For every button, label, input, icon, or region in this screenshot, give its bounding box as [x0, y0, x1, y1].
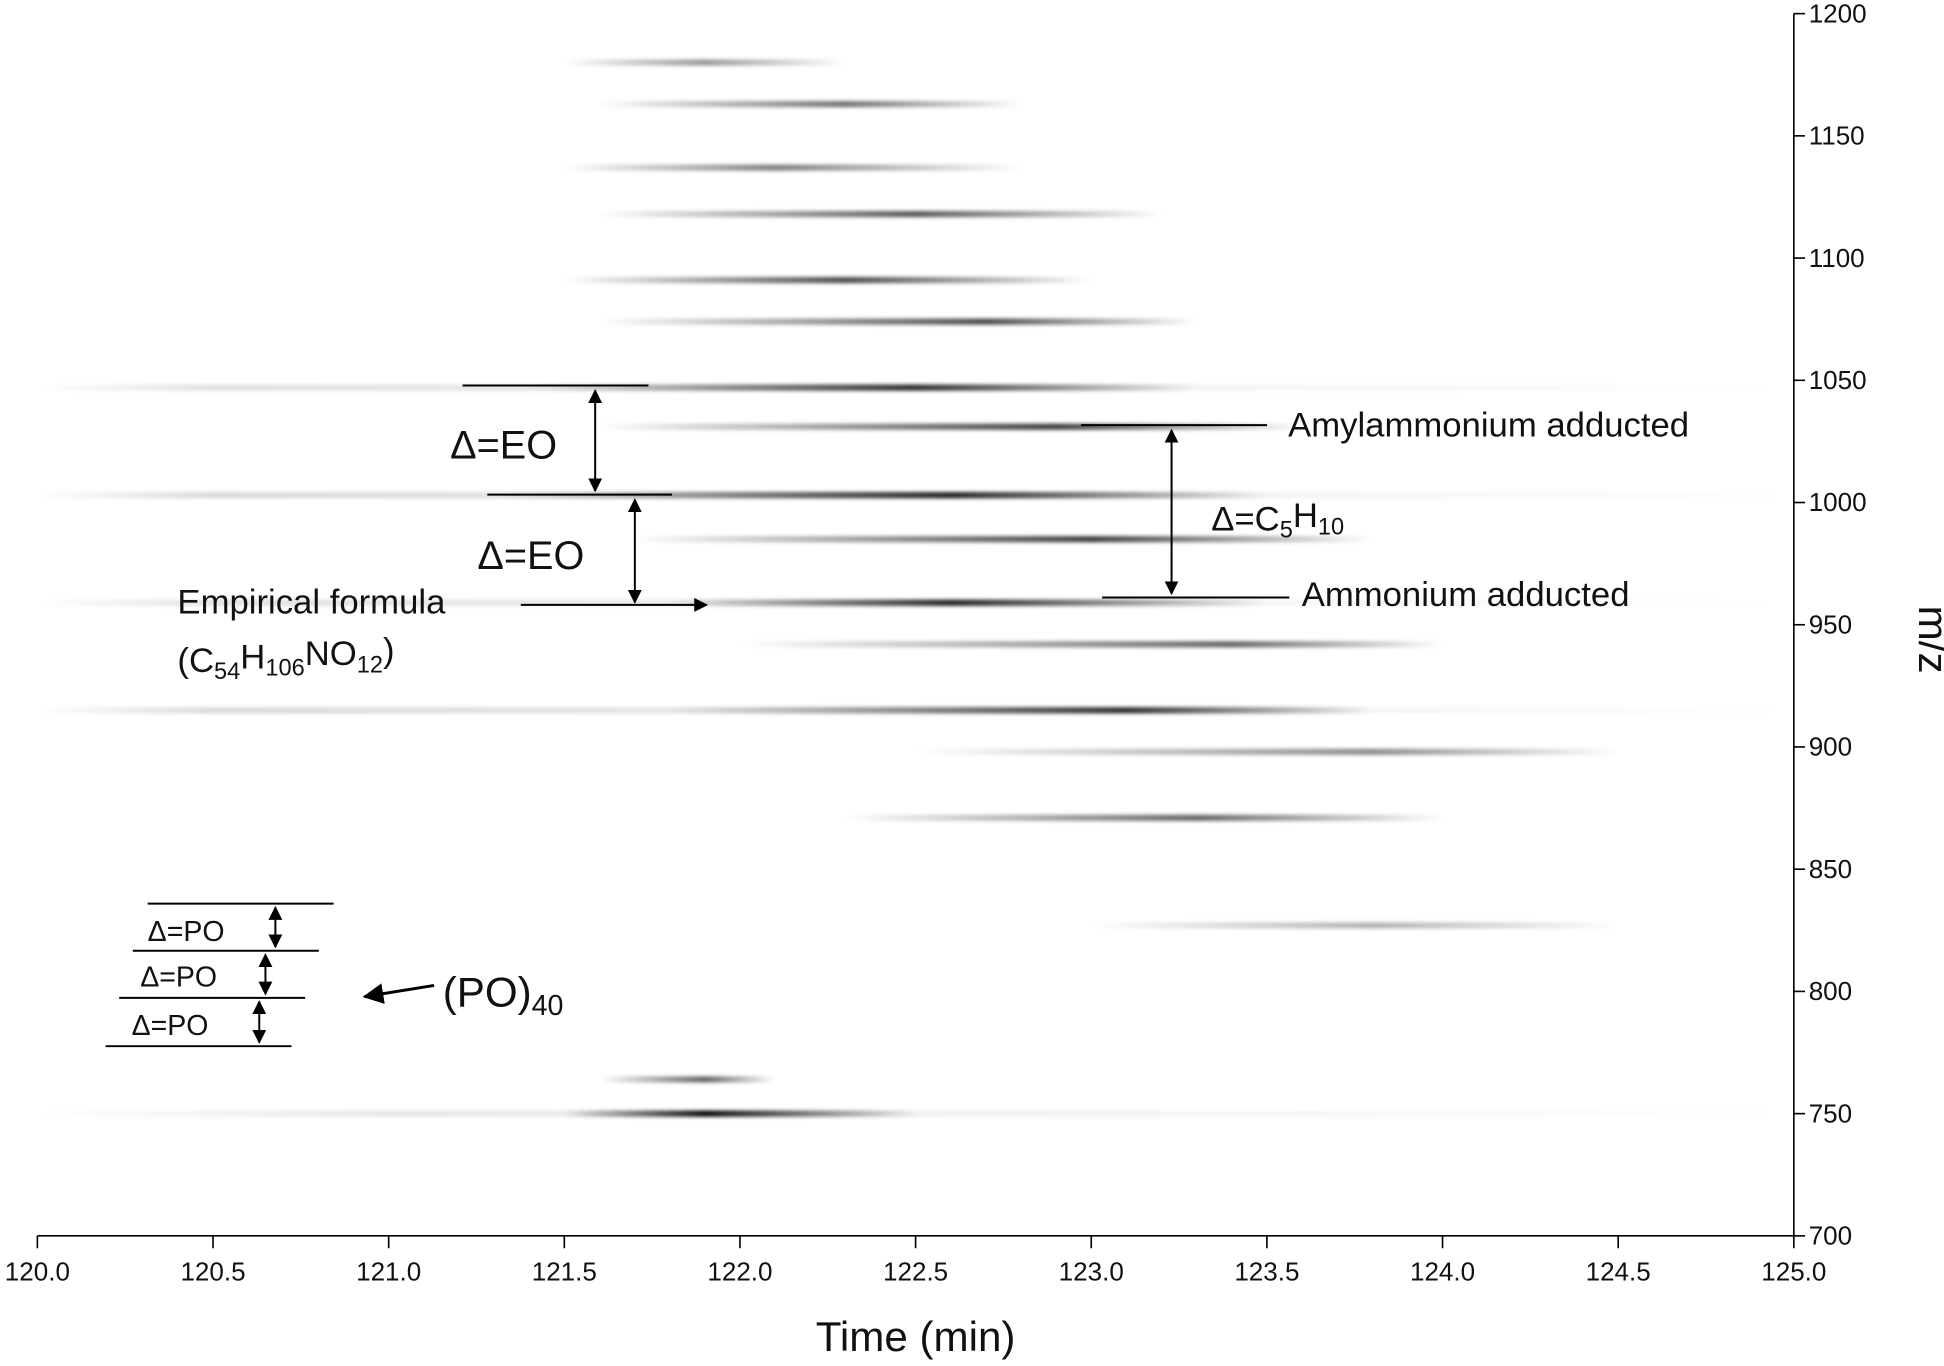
x-tick-label: 122.0: [707, 1256, 772, 1286]
streak: [37, 599, 1794, 606]
streak: [564, 59, 846, 66]
streak: [599, 100, 1021, 108]
x-tick-label: 124.0: [1410, 1256, 1475, 1286]
subscript: 40: [532, 990, 564, 1022]
text-segment: NO: [305, 635, 357, 673]
streak: [564, 164, 1021, 171]
streak: [1091, 922, 1619, 929]
annotation: (C54H106NO12): [177, 632, 394, 685]
x-tick-label: 125.0: [1761, 1256, 1826, 1286]
y-axis-title: m/z: [1910, 606, 1944, 674]
text-segment: Δ=C: [1211, 501, 1279, 539]
subscript: 5: [1280, 518, 1293, 544]
streak: [37, 492, 1794, 499]
y-tick-label: 1150: [1809, 121, 1865, 151]
streak: [37, 384, 1794, 391]
text-segment: H: [1293, 497, 1318, 535]
x-tick-label: 122.5: [883, 1256, 948, 1286]
annotation: Δ=PO: [140, 962, 217, 994]
streak: [37, 1110, 1794, 1117]
y-tick-label: 1200: [1809, 0, 1867, 28]
x-tick-label: 124.5: [1586, 1256, 1651, 1286]
streak: [915, 748, 1619, 755]
y-tick-label: 850: [1809, 854, 1852, 884]
text-segment: H: [240, 639, 265, 677]
streak: [599, 318, 1197, 325]
text-segment: (C: [177, 642, 214, 680]
annotation: Amylammonium adducted: [1288, 406, 1689, 444]
annotation: Δ=PO: [148, 916, 225, 948]
x-tick-label: 120.5: [180, 1256, 245, 1286]
annotation: Ammonium adducted: [1302, 576, 1630, 614]
y-tick-label: 950: [1809, 609, 1852, 639]
y-tick-label: 700: [1809, 1221, 1852, 1251]
annotation: Δ=EO: [477, 534, 584, 578]
streak: [634, 536, 1373, 543]
annotation: Empirical formula: [177, 584, 446, 622]
annotation: Δ=C5H10: [1211, 497, 1344, 543]
annotation: (PO)40: [443, 969, 564, 1023]
annotations: [105, 384, 1290, 1048]
x-tick-label: 123.0: [1059, 1256, 1124, 1286]
subscript: 10: [1318, 514, 1344, 540]
text-segment: ): [383, 632, 395, 670]
y-tick-label: 1000: [1809, 487, 1867, 517]
subscript: 12: [357, 652, 383, 678]
streak: [564, 276, 1092, 284]
annotation: Δ=EO: [450, 424, 557, 468]
streak: [599, 210, 1162, 218]
axes: 120.0 120.5 121.0 121.5 122.0 122.5 123.0 123.5…: [5, 0, 1944, 1360]
streak: [739, 641, 1443, 648]
y-tick-label: 900: [1809, 732, 1852, 762]
y-tick-label: 750: [1809, 1098, 1852, 1128]
subscript: 54: [214, 659, 240, 685]
annotation: Δ=PO: [132, 1010, 209, 1042]
streak: [599, 423, 1303, 430]
text-segment: (PO): [443, 969, 532, 1016]
arrow: [362, 983, 435, 1004]
y-tick-label: 1100: [1809, 243, 1865, 273]
streak: [845, 814, 1443, 821]
streak: [599, 1076, 776, 1083]
x-tick-label: 121.0: [356, 1256, 421, 1286]
subscript: 106: [265, 656, 304, 682]
heatmap-area: [37, 59, 1794, 1117]
x-tick-label: 121.5: [532, 1256, 597, 1286]
y-tick-label: 800: [1809, 976, 1852, 1006]
x-tick-label: 120.0: [5, 1256, 70, 1286]
x-tick-label: 123.5: [1234, 1256, 1299, 1286]
x-axis-title: Time (min): [816, 1313, 1016, 1360]
streak: [37, 707, 1794, 714]
annotation-labels: Δ=EO Δ=EO Empirical formula (C54H106NO12…: [132, 406, 1690, 1042]
y-tick-label: 1050: [1809, 365, 1867, 395]
